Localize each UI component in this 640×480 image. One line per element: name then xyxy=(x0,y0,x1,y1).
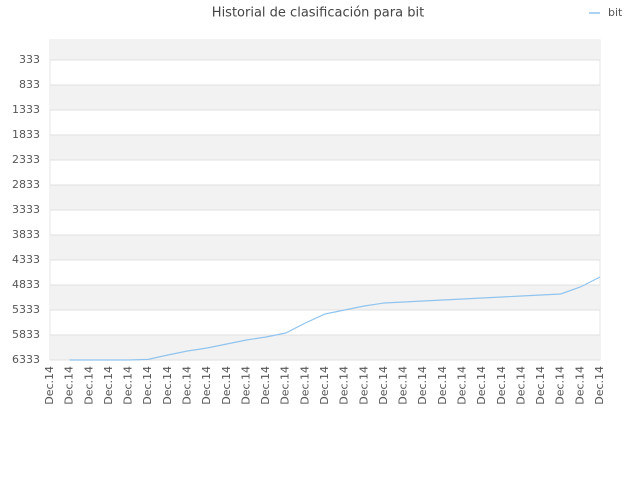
x-tick-label: Dec.14 xyxy=(456,366,469,405)
y-tick-label: 1833 xyxy=(12,128,40,141)
x-tick-label: Dec.14 xyxy=(436,366,449,405)
x-tick-label: Dec.14 xyxy=(357,366,370,405)
x-tick-label: Dec.14 xyxy=(279,366,292,405)
x-tick-label: Dec.14 xyxy=(573,366,586,405)
x-tick-label: Dec.14 xyxy=(475,366,488,405)
grid-band xyxy=(50,185,600,210)
y-tick-label: 4833 xyxy=(12,278,40,291)
x-tick-label: Dec.14 xyxy=(141,366,154,405)
y-tick-label: 5333 xyxy=(12,303,40,316)
grid-band xyxy=(50,135,600,160)
x-tick-label: Dec.14 xyxy=(416,366,429,405)
y-tick-label: 6333 xyxy=(12,353,40,366)
y-tick-label: 3333 xyxy=(12,203,40,216)
x-tick-label: Dec.14 xyxy=(554,366,567,405)
x-tick-label: Dec.14 xyxy=(514,366,527,405)
y-tick-label: 1333 xyxy=(12,103,40,116)
x-tick-label: Dec.14 xyxy=(338,366,351,405)
y-tick-label: 5833 xyxy=(12,328,40,341)
legend-label: bit xyxy=(608,6,623,19)
x-tick-label: Dec.14 xyxy=(318,366,331,405)
x-tick-label: Dec.14 xyxy=(495,366,508,405)
y-tick-label: 3833 xyxy=(12,228,40,241)
series-line xyxy=(69,276,601,361)
x-tick-label: Dec.14 xyxy=(102,366,115,405)
x-tick-label: Dec.14 xyxy=(377,366,390,405)
y-tick-label: 333 xyxy=(19,53,40,66)
y-tick-label: 2333 xyxy=(12,153,40,166)
x-tick-label: Dec.14 xyxy=(593,366,606,405)
x-tick-label: Dec.14 xyxy=(63,366,76,405)
x-tick-label: Dec.14 xyxy=(82,366,95,405)
x-tick-label: Dec.14 xyxy=(298,366,311,405)
grid-band xyxy=(50,40,600,60)
grid-band xyxy=(50,85,600,110)
x-tick-label: Dec.14 xyxy=(534,366,547,405)
y-tick-label: 2833 xyxy=(12,178,40,191)
chart-title: Historial de clasificación para bit xyxy=(212,6,424,21)
x-tick-label: Dec.14 xyxy=(259,366,272,405)
grid-band xyxy=(50,335,600,360)
x-tick-label: Dec.14 xyxy=(43,366,56,405)
x-tick-label: Dec.14 xyxy=(397,366,410,405)
x-tick-label: Dec.14 xyxy=(122,366,135,405)
x-tick-label: Dec.14 xyxy=(200,366,213,405)
y-tick-label: 833 xyxy=(19,78,40,91)
x-tick-label: Dec.14 xyxy=(239,366,252,405)
x-tick-label: Dec.14 xyxy=(161,366,174,405)
y-tick-label: 4333 xyxy=(12,253,40,266)
x-tick-label: Dec.14 xyxy=(220,366,233,405)
grid-band xyxy=(50,235,600,260)
x-tick-label: Dec.14 xyxy=(181,366,194,405)
grid-band xyxy=(50,285,600,310)
